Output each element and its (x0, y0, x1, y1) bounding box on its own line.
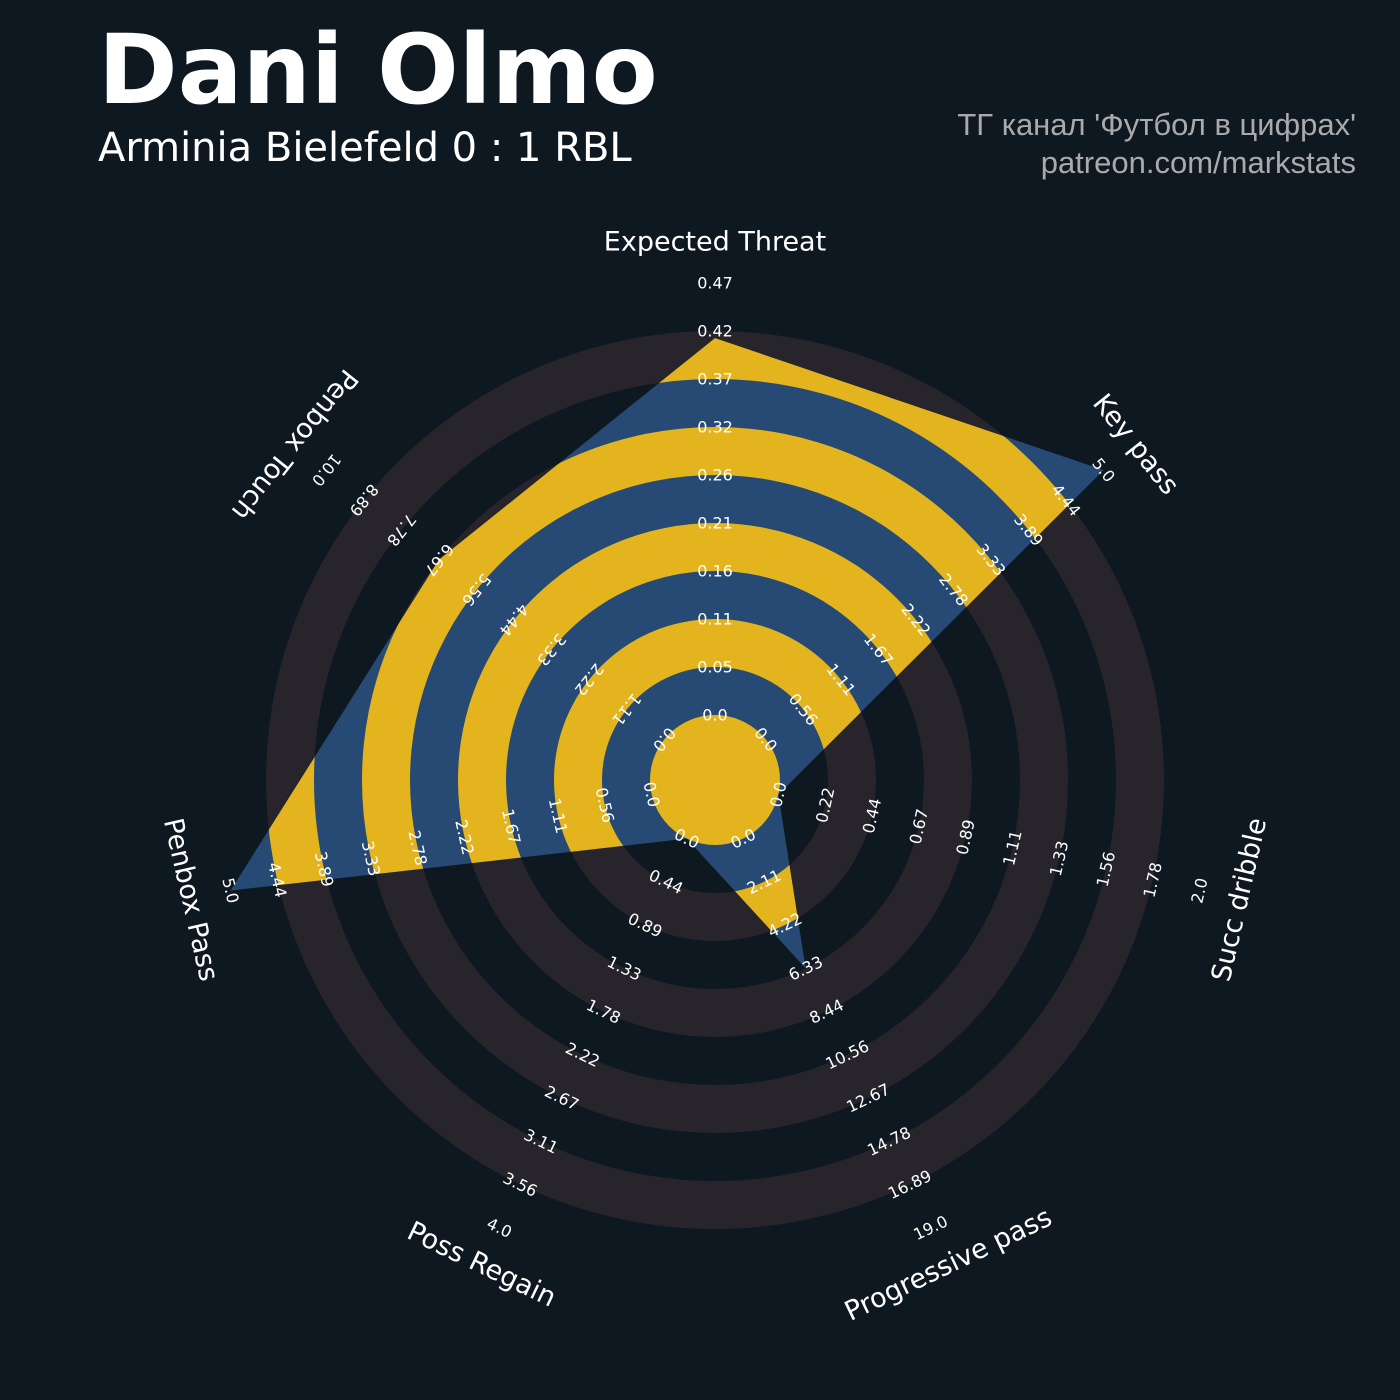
match-subtitle: Arminia Bielefeld 0 : 1 RBL (98, 125, 632, 171)
tick-label: 0.0 (702, 706, 727, 725)
tick-label: 0.21 (697, 514, 733, 533)
axis-label: Progressive pass (840, 1202, 1057, 1328)
tick-label: 10.0 (308, 450, 345, 490)
center-disc (650, 715, 780, 845)
tick-label: 19.0 (910, 1212, 950, 1245)
tick-label: 4.0 (484, 1214, 515, 1242)
tick-label: 0.05 (697, 658, 733, 677)
axis-label: Expected Threat (604, 227, 826, 258)
tick-label: 0.11 (697, 610, 733, 629)
tick-label: 0.42 (697, 322, 733, 341)
tick-label: 5.0 (1088, 454, 1119, 486)
axis-label: Penbox Pass (157, 815, 224, 984)
axis-label: Succ dribble (1206, 815, 1273, 984)
credits: ТГ канал 'Футбол в цифрах' patreon.com/m… (957, 106, 1356, 182)
axis-label: Penbox Touch (225, 363, 364, 526)
tick-label: 0.32 (697, 418, 733, 437)
axis-label: Poss Regain (402, 1216, 561, 1314)
player-name-title: Dani Olmo (98, 14, 658, 126)
tick-label: 0.47 (697, 274, 733, 293)
credit-patreon: patreon.com/markstats (1040, 145, 1356, 180)
tick-label: 2.0 (1187, 876, 1211, 905)
credit-telegram-channel: ТГ канал 'Футбол в цифрах' (957, 107, 1356, 142)
axis-label: Key pass (1086, 388, 1185, 501)
tick-label: 0.16 (697, 562, 733, 581)
tick-label: 0.37 (697, 370, 733, 389)
tick-label: 0.26 (697, 466, 733, 485)
